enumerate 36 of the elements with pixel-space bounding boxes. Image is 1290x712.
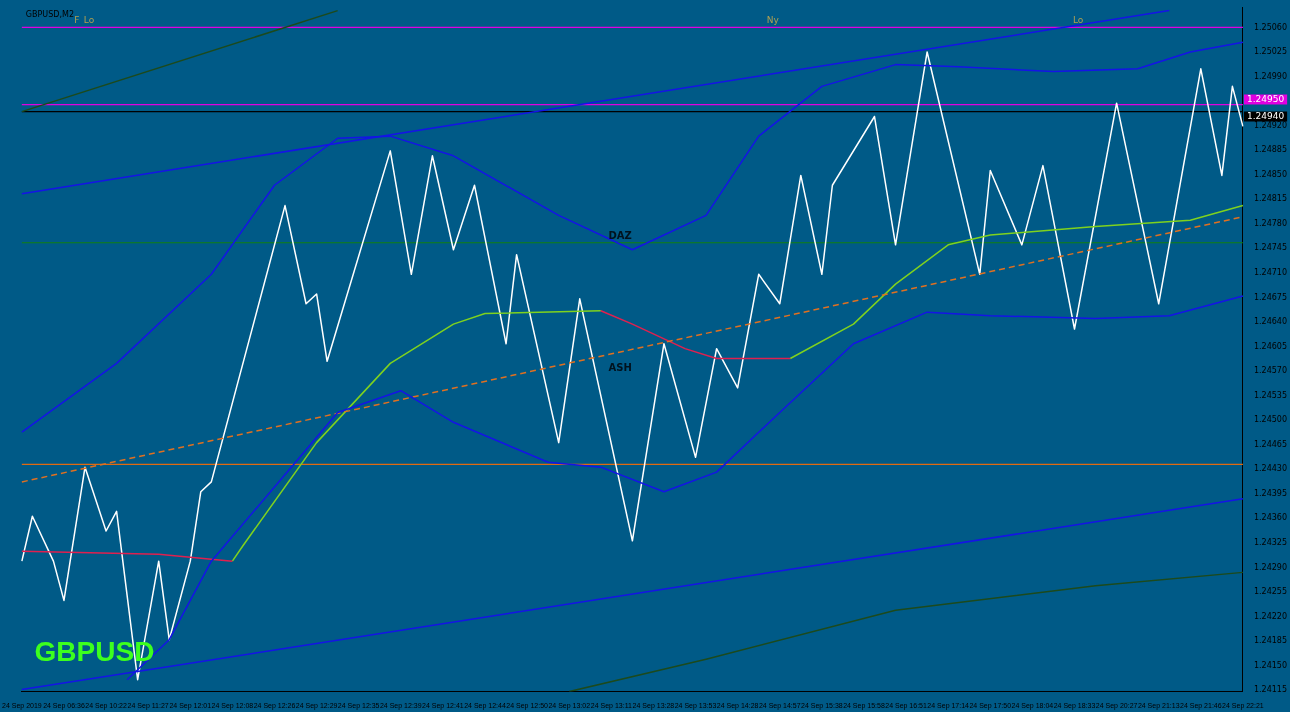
y-tick-label: 1.24430 xyxy=(1253,464,1288,474)
y-tick-label: 1.24815 xyxy=(1253,194,1288,204)
ref-line-label: 1.24950 xyxy=(1246,93,1285,104)
y-tick-label: 1.24360 xyxy=(1253,513,1288,523)
annotation: Lo xyxy=(83,14,95,25)
y-tick-label: 1.24745 xyxy=(1253,243,1288,253)
y-tick-label: 1.24780 xyxy=(1253,218,1288,228)
y-tick-label: 1.24185 xyxy=(1253,636,1288,646)
y-tick-label: 1.24920 xyxy=(1253,120,1288,130)
y-tick-label: 1.24605 xyxy=(1253,341,1288,351)
y-tick-label: 1.24570 xyxy=(1253,366,1288,376)
annotation: Ny xyxy=(766,14,780,25)
annotation: DAZ xyxy=(608,230,632,242)
annotation: ASH xyxy=(608,361,632,373)
y-tick-label: 1.24675 xyxy=(1253,292,1288,302)
y-tick-label: 1.24150 xyxy=(1253,660,1288,670)
y-tick-label: 1.24535 xyxy=(1253,390,1288,400)
y-tick-label: 1.24325 xyxy=(1253,538,1288,547)
y-tick-label: 1.25060 xyxy=(1253,22,1288,32)
y-tick-label: 1.24115 xyxy=(1253,685,1288,695)
y-tick-label: 1.24395 xyxy=(1253,488,1288,498)
chart-title: GBPUSD,M2 xyxy=(25,9,74,19)
y-tick-label: 1.24885 xyxy=(1253,145,1288,155)
y-tick-label: 1.24710 xyxy=(1253,267,1288,277)
annotation: F xyxy=(74,14,80,25)
y-tick-label: 1.24850 xyxy=(1253,169,1288,179)
y-tick-label: 1.24640 xyxy=(1253,317,1288,327)
y-tick-label: 1.24290 xyxy=(1253,562,1288,572)
annotation: Lo xyxy=(1072,14,1084,25)
y-tick-label: 1.24465 xyxy=(1253,439,1288,449)
ref-line-label: 1.24940 xyxy=(1246,110,1285,121)
y-tick-label: 1.25025 xyxy=(1253,47,1288,57)
y-tick-label: 1.24220 xyxy=(1253,611,1288,621)
y-tick-label: 1.24500 xyxy=(1253,415,1288,425)
y-tick-label: 1.24255 xyxy=(1253,587,1288,597)
y-tick-label: 1.24990 xyxy=(1253,71,1288,81)
